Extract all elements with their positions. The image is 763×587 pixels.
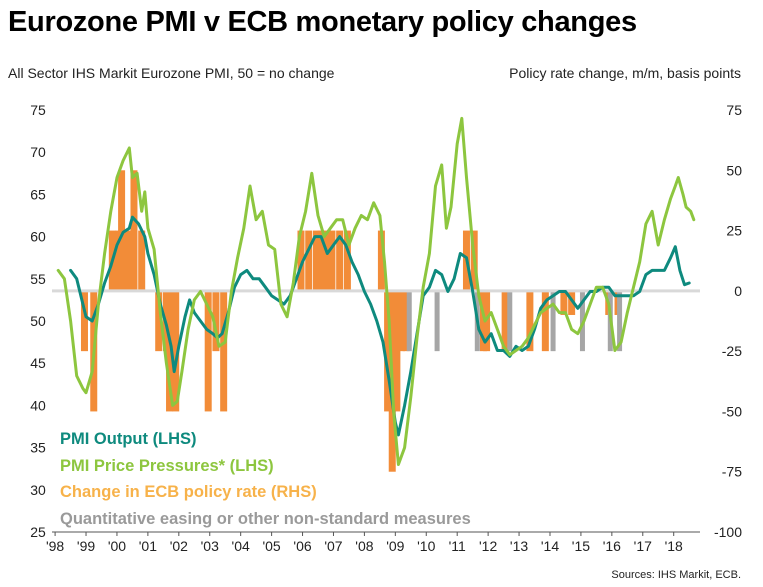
series-lines-group — [56, 116, 696, 466]
rate-bar-13 — [204, 290, 212, 412]
x-tick-label: '01 — [139, 538, 157, 554]
x-tick-label: '08 — [355, 538, 373, 554]
x-tick-label: '12 — [479, 538, 497, 554]
rate-bar-7 — [130, 170, 138, 291]
x-tick-label: '07 — [324, 538, 342, 554]
left-y-tick-label: 75 — [30, 102, 46, 118]
left-y-tick-label: 55 — [30, 271, 46, 287]
left-axis-title: All Sector IHS Markit Eurozone PMI, 50 =… — [8, 65, 335, 81]
rate-bar-9 — [155, 290, 163, 352]
x-tick-label: '09 — [386, 538, 404, 554]
x-tick-label: '14 — [541, 538, 559, 554]
x-tick-label: '00 — [108, 538, 126, 554]
rate-bar-34 — [501, 290, 509, 352]
right-y-tick-label: 75 — [726, 102, 742, 118]
rate-bar-0 — [80, 290, 88, 352]
legend-item-output: PMI Output (LHS) — [60, 430, 197, 448]
rate-bar-20 — [323, 230, 331, 291]
rate-bar-36 — [541, 290, 549, 352]
rate-bar-22 — [336, 230, 344, 291]
left-y-tick-label: 30 — [30, 482, 46, 498]
legend-item-qe: Quantitative easing or other non-standar… — [60, 509, 471, 528]
x-tick-label: '17 — [634, 538, 652, 554]
rate-bar-25 — [384, 290, 392, 412]
rate-bar-21 — [328, 230, 336, 291]
rate-bar-8 — [138, 230, 146, 291]
rate-bar-29 — [402, 290, 410, 352]
x-tick-label: '11 — [449, 538, 466, 554]
rate-bar-37 — [560, 290, 568, 315]
rate-bar-17 — [305, 230, 313, 291]
rate-bar-12 — [172, 290, 180, 412]
left-y-tick-label: 70 — [30, 144, 46, 160]
left-y-tick-label: 40 — [30, 397, 46, 413]
right-axis-title: Policy rate change, m/m, basis points — [509, 65, 741, 81]
right-y-tick-label: 0 — [734, 283, 742, 299]
rate-bar-16 — [297, 230, 305, 291]
rate-bar-11 — [166, 290, 174, 412]
rate-bar-5 — [121, 230, 129, 291]
x-tick-label: '16 — [603, 538, 621, 554]
rate-bar-28 — [398, 290, 406, 352]
source-note: Sources: IHS Markit, ECB. — [611, 569, 741, 581]
left-y-tick-label: 60 — [30, 229, 46, 245]
x-tick-label: '98 — [46, 538, 64, 554]
x-tick-label: '02 — [170, 538, 188, 554]
left-y-tick-label: 65 — [30, 186, 46, 202]
rate-bar-38 — [568, 290, 576, 315]
left-y-tick-label: 25 — [30, 524, 46, 540]
right-y-tick-label: 25 — [726, 223, 742, 239]
qe-bar-3 — [507, 290, 513, 352]
right-y-tick-label: -25 — [722, 343, 742, 359]
left-y-tick-label: 45 — [30, 355, 46, 371]
axes-group: '98 '99 '00 '01 '02 '03 '04 '05 '06 '07 '08 '09 '10 '… — [30, 102, 742, 554]
legend-item-rate: Change in ECB policy rate (RHS) — [60, 483, 317, 501]
x-tick-label: '13 — [510, 538, 528, 554]
legend: PMI Output (LHS) PMI Price Pressures* (L… — [60, 426, 471, 532]
chart-title: Eurozone PMI v ECB monetary policy chang… — [8, 6, 637, 38]
rate-bar-18 — [312, 230, 320, 291]
price-line — [56, 116, 696, 466]
x-tick-label: '18 — [665, 538, 683, 554]
rate-bar-19 — [317, 230, 325, 291]
qe-bar-1 — [434, 290, 440, 352]
x-tick-label: '04 — [232, 538, 250, 554]
x-tick-label: '15 — [572, 538, 590, 554]
left-y-tick-label: 50 — [30, 313, 46, 329]
rate-bar-14 — [212, 290, 220, 352]
x-tick-label: '06 — [293, 538, 311, 554]
right-y-tick-label: -75 — [722, 464, 742, 480]
rate-bar-35 — [526, 290, 534, 352]
left-y-tick-label: 35 — [30, 440, 46, 456]
x-tick-label: '10 — [417, 538, 435, 554]
qe-bar-4 — [550, 290, 556, 352]
qe-bar-0 — [406, 290, 412, 352]
x-tick-label: '03 — [201, 538, 219, 554]
right-y-tick-label: 50 — [726, 162, 742, 178]
qe-bar-7 — [617, 290, 623, 352]
x-tick-label: '99 — [77, 538, 95, 554]
x-tick-label: '05 — [262, 538, 280, 554]
legend-item-price: PMI Price Pressures* (LHS) — [60, 456, 274, 475]
right-y-tick-label: -50 — [722, 403, 742, 419]
rate-bar-24 — [377, 230, 385, 291]
rate-bar-23 — [343, 230, 351, 291]
output-line — [69, 215, 691, 437]
rate-bar-15 — [220, 290, 228, 412]
right-y-tick-label: -100 — [714, 524, 742, 540]
rate-bar-27 — [393, 290, 401, 412]
